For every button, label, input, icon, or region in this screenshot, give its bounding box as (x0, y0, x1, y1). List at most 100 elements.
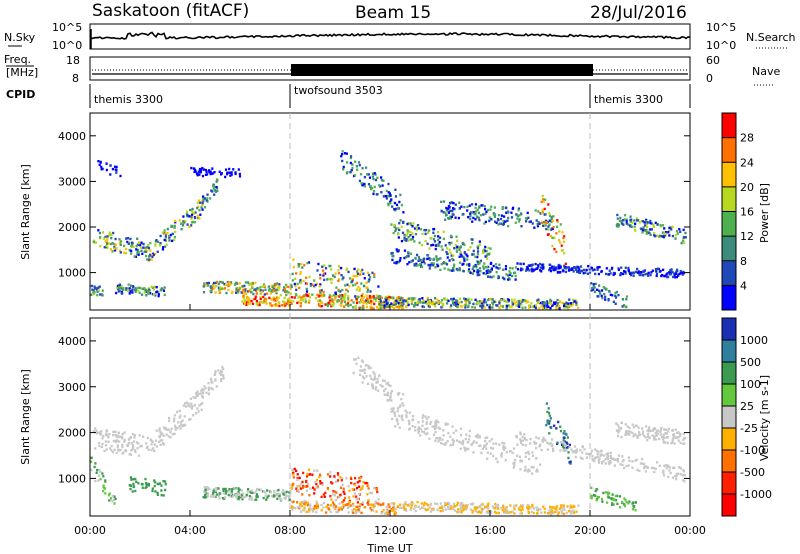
range-cell (337, 265, 341, 268)
range-cell (132, 482, 135, 486)
range-cell (424, 508, 428, 512)
range-cell (363, 506, 366, 509)
range-cell (593, 268, 596, 271)
range-cell (470, 503, 473, 506)
range-cell (131, 446, 135, 450)
range-cell (290, 506, 293, 510)
range-cell (444, 244, 447, 247)
range-cell (405, 414, 408, 417)
range-cell (406, 301, 409, 305)
range-cell (102, 237, 106, 240)
range-cell (509, 272, 512, 275)
range-cell (596, 455, 599, 459)
range-cell (105, 162, 108, 165)
range-cell (342, 490, 345, 493)
range-cell (539, 463, 542, 466)
range-cell (355, 165, 358, 168)
range-cell (375, 381, 378, 384)
range-cell (654, 268, 658, 272)
range-cell (393, 207, 396, 211)
range-cell (644, 229, 647, 232)
range-cell (392, 231, 395, 235)
range-cell (463, 243, 466, 246)
range-cell (306, 294, 309, 298)
range-cell (132, 286, 135, 289)
range-cell (504, 446, 507, 450)
range-cell (90, 284, 93, 288)
range-cell (569, 304, 572, 307)
range-cell (369, 305, 372, 308)
range-cell (261, 285, 264, 288)
range-cell (633, 219, 636, 222)
range-cell (376, 490, 379, 494)
range-cell (292, 265, 296, 269)
range-cell (151, 489, 154, 493)
range-cell (567, 456, 570, 460)
range-cell (604, 298, 607, 301)
range-cell (581, 269, 584, 273)
range-cell (360, 359, 364, 362)
range-cell (338, 295, 341, 298)
range-cell (151, 292, 154, 296)
range-cell (512, 466, 515, 469)
range-cell (668, 466, 672, 469)
range-cell (533, 268, 536, 271)
range-cell (123, 431, 126, 434)
range-cell (251, 281, 254, 285)
range-cell (615, 290, 618, 294)
range-cell (500, 214, 504, 217)
range-cell (95, 429, 98, 433)
range-cell (667, 475, 670, 479)
range-cell (100, 165, 103, 169)
range-cell (224, 283, 228, 287)
range-cell (195, 412, 198, 415)
range-cell (279, 497, 282, 500)
range-cell (351, 284, 355, 287)
range-cell (615, 296, 618, 299)
range-cell (505, 273, 508, 276)
range-cell (393, 201, 396, 205)
range-cell (336, 473, 340, 477)
range-cell (502, 219, 505, 223)
range-cell (662, 474, 666, 477)
range-cell (393, 412, 396, 416)
range-cell (201, 401, 204, 405)
range-cell (535, 436, 538, 439)
range-cell (131, 490, 134, 493)
range-cell (338, 299, 341, 302)
range-cell (390, 502, 393, 505)
range-cell (349, 155, 353, 158)
range-cell (468, 263, 471, 266)
colorbar-tick-label: -25 (740, 422, 758, 435)
range-cell (344, 284, 347, 287)
range-cell (616, 494, 619, 498)
range-cell (370, 306, 373, 310)
range-cell (555, 508, 558, 511)
range-cell (456, 305, 459, 309)
range-cell (598, 265, 601, 269)
range-cell (510, 298, 513, 301)
range-cell (681, 473, 685, 477)
range-cell (661, 438, 665, 441)
noise-right-label: N.Search (746, 31, 796, 44)
range-cell (492, 506, 495, 510)
range-cell (517, 220, 521, 223)
range-cell (627, 502, 630, 505)
range-cell (342, 487, 345, 490)
range-cell (93, 291, 96, 294)
range-cell (404, 502, 407, 506)
range-cell (471, 253, 474, 256)
range-cell (331, 274, 335, 277)
range-cell (551, 236, 554, 240)
range-cell (404, 255, 408, 259)
range-cell (209, 170, 212, 173)
range-cell (270, 290, 273, 294)
range-cell (538, 262, 542, 266)
range-cell (335, 293, 338, 297)
range-cell (570, 506, 573, 509)
range-cell (645, 231, 649, 234)
range-cell (283, 496, 286, 500)
range-cell (394, 414, 397, 418)
range-cell (652, 466, 655, 470)
range-cell (547, 512, 550, 515)
